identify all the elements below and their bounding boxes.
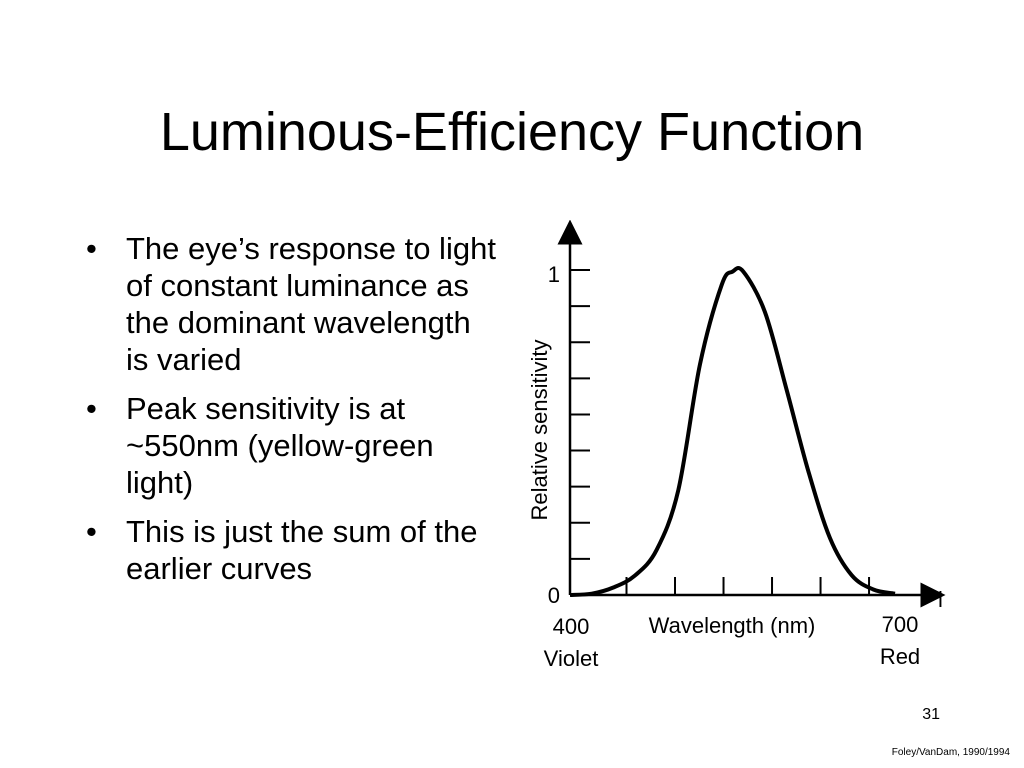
bullet-text: This is just the sum of the earlier curv… <box>126 514 478 586</box>
y-tick-label-min: 0 <box>548 583 560 608</box>
sensitivity-chart: Relative sensitivity Wavelength (nm) l 1… <box>527 220 946 671</box>
bullet-item: • Peak sensitivity is at ~550nm (yellow-… <box>86 390 496 501</box>
x-tick-label-max: 700 <box>882 612 919 637</box>
bullet-list: • The eye’s response to light of constan… <box>86 230 496 599</box>
x-tick-caption-violet: Violet <box>544 646 599 671</box>
x-tick-caption-red: Red <box>880 644 920 669</box>
slide-number: 31 <box>922 706 940 723</box>
bullet-marker: • <box>86 391 97 426</box>
chart-ticks <box>570 269 871 596</box>
slide-title: Luminous-Efficiency Function <box>159 102 865 162</box>
y-axis-label: Relative sensitivity <box>527 340 552 521</box>
source-credit: Foley/VanDam, 1990/1994 <box>891 747 1010 758</box>
x-tick-label-min: 400 <box>553 614 590 639</box>
bullet-marker: • <box>86 514 97 549</box>
x-axis-label: Wavelength (nm) <box>649 613 816 638</box>
sensitivity-curve <box>569 266 896 597</box>
bullet-marker: • <box>86 231 97 266</box>
bullet-item: • The eye’s response to light of constan… <box>86 230 496 378</box>
bullet-item: • This is just the sum of the earlier cu… <box>86 513 496 587</box>
x-axis-arrow-label: l <box>938 587 943 612</box>
y-tick-label-max: 1 <box>548 262 560 287</box>
bullet-text: The eye’s response to light of constant … <box>126 231 496 377</box>
bullet-text: Peak sensitivity is at ~550nm (yellow-gr… <box>126 391 434 500</box>
